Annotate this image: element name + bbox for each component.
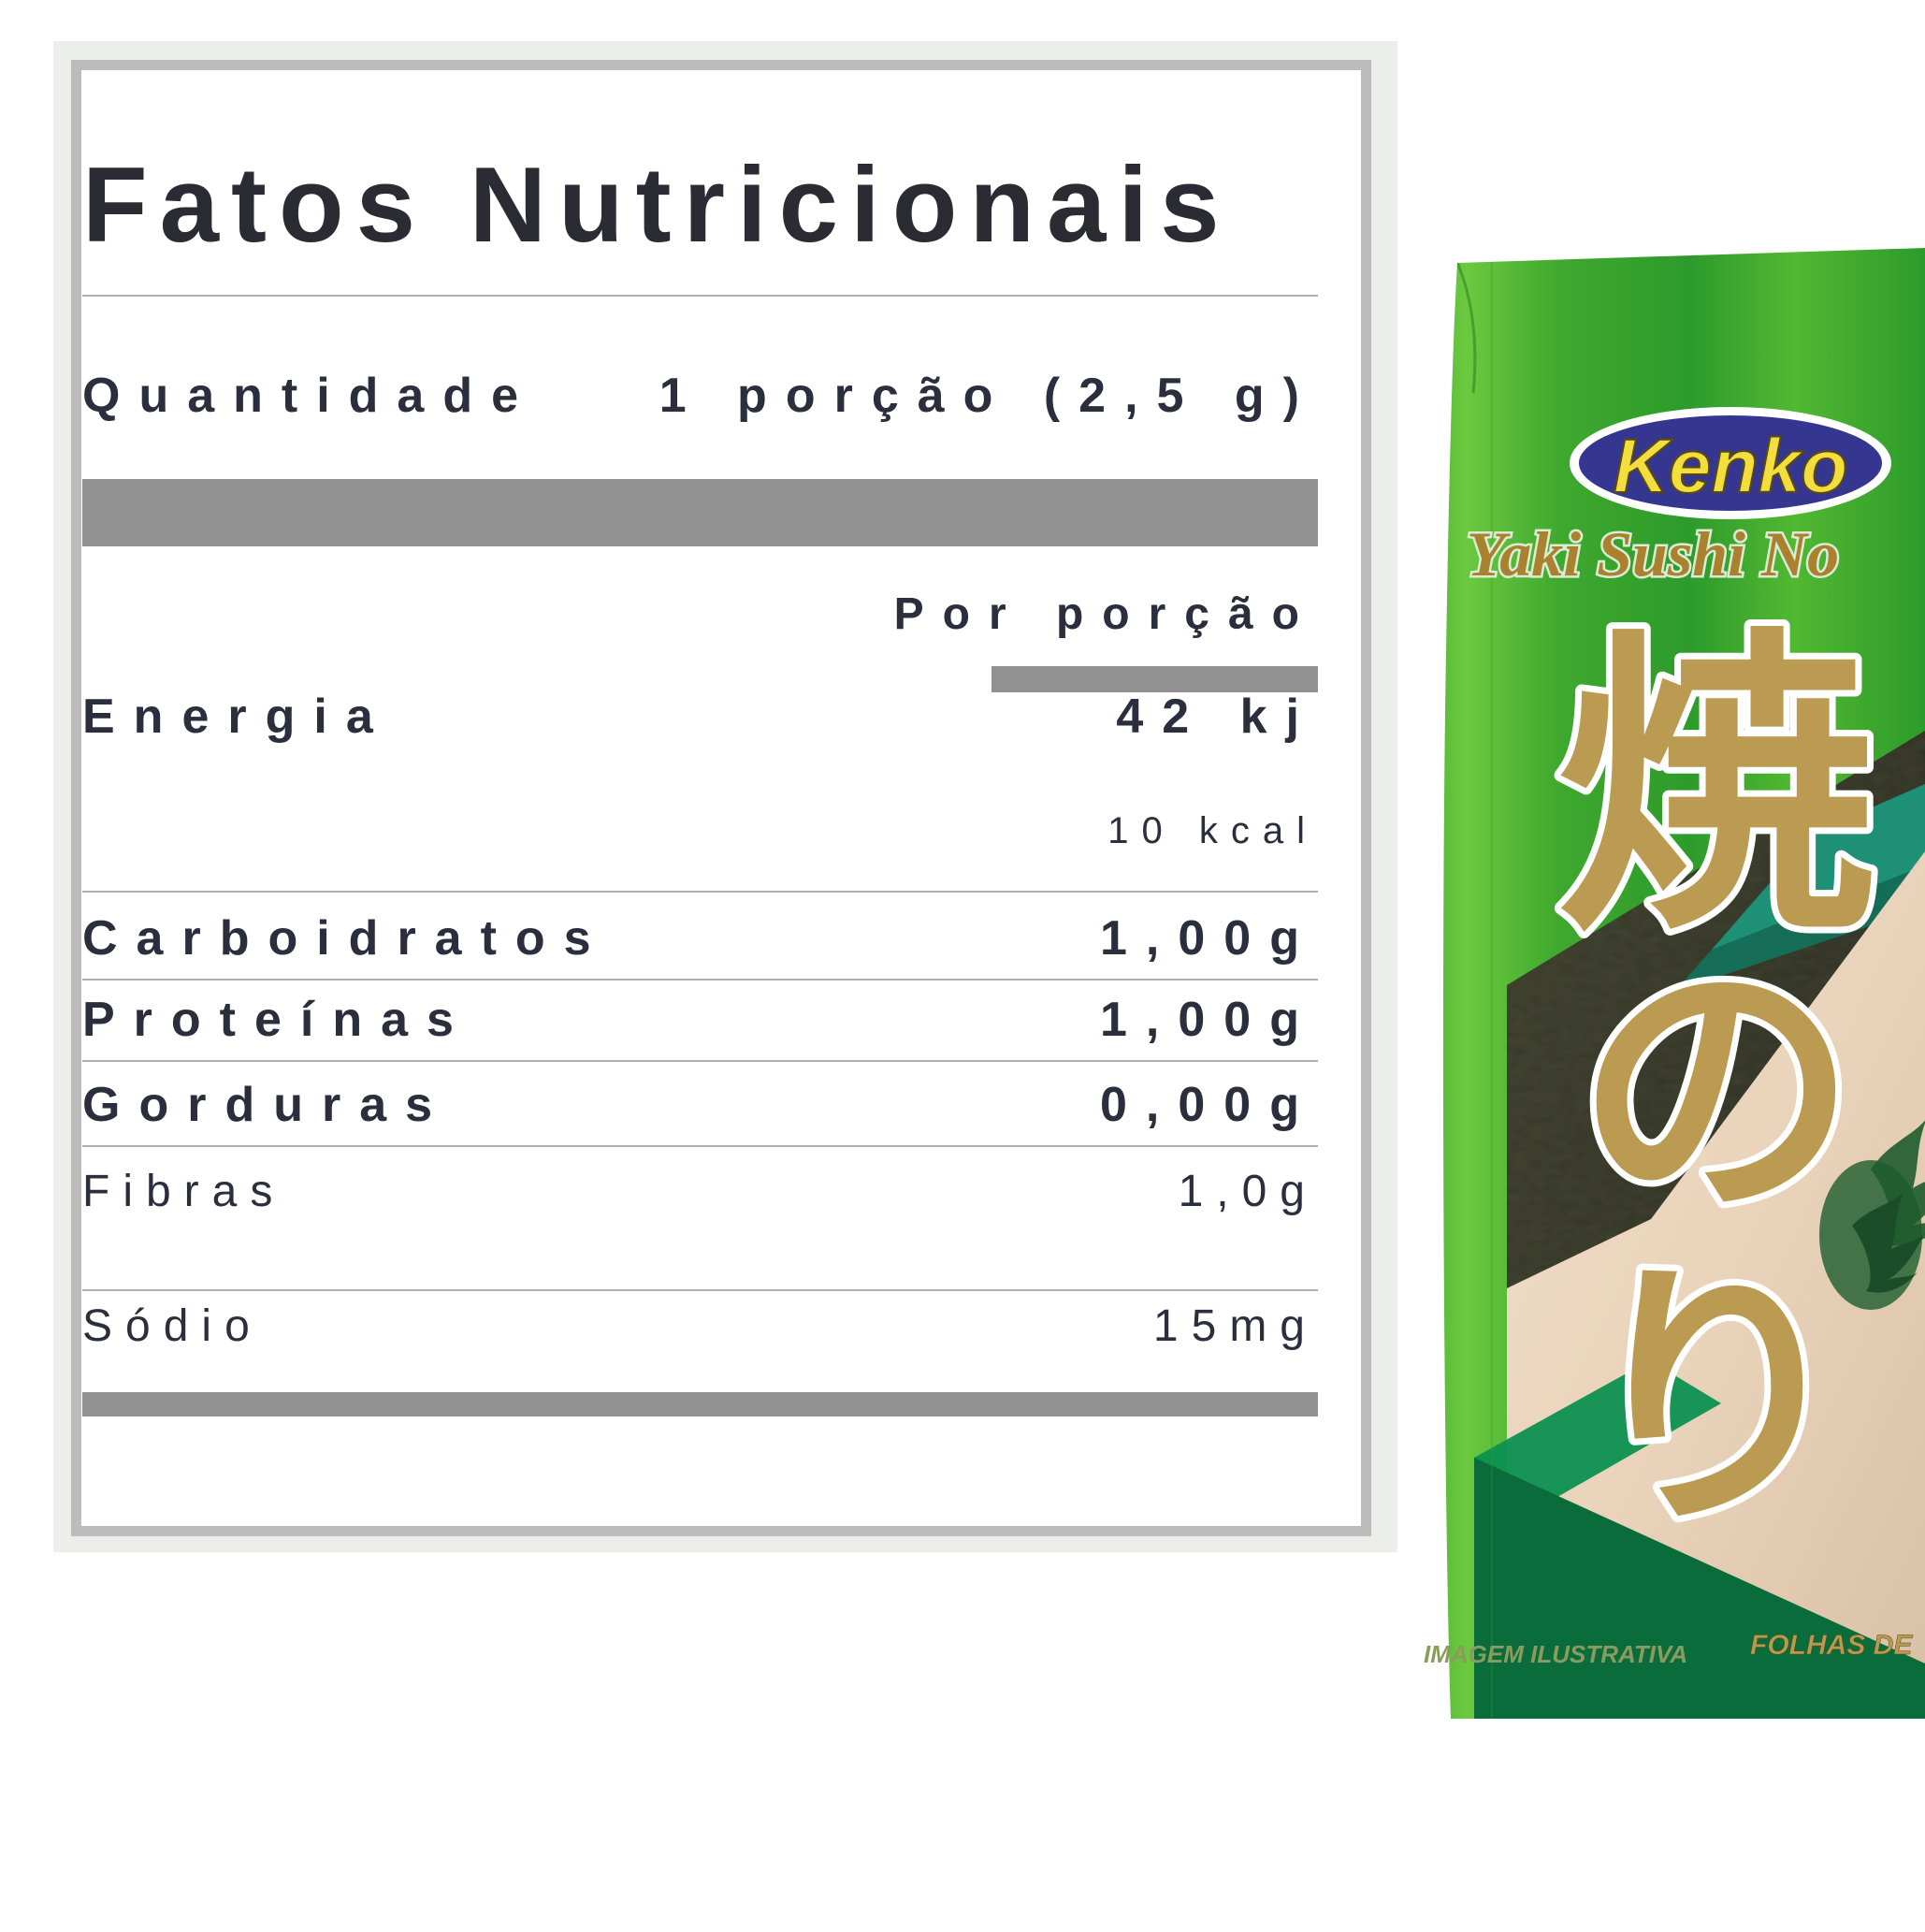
svg-text:IMAGEM ILUSTRATIVA: IMAGEM ILUSTRATIVA [1424,1640,1687,1668]
svg-text:Kenko: Kenko [1614,424,1848,509]
svg-text:FOLHAS DE: FOLHAS DE [1750,1630,1913,1661]
svg-text:り: り [1576,1242,1857,1557]
svg-text:Yaki Sushi No: Yaki Sushi No [1467,518,1839,589]
svg-text:焼: 焼 [1557,611,1875,966]
svg-text:の: の [1576,934,1857,1248]
